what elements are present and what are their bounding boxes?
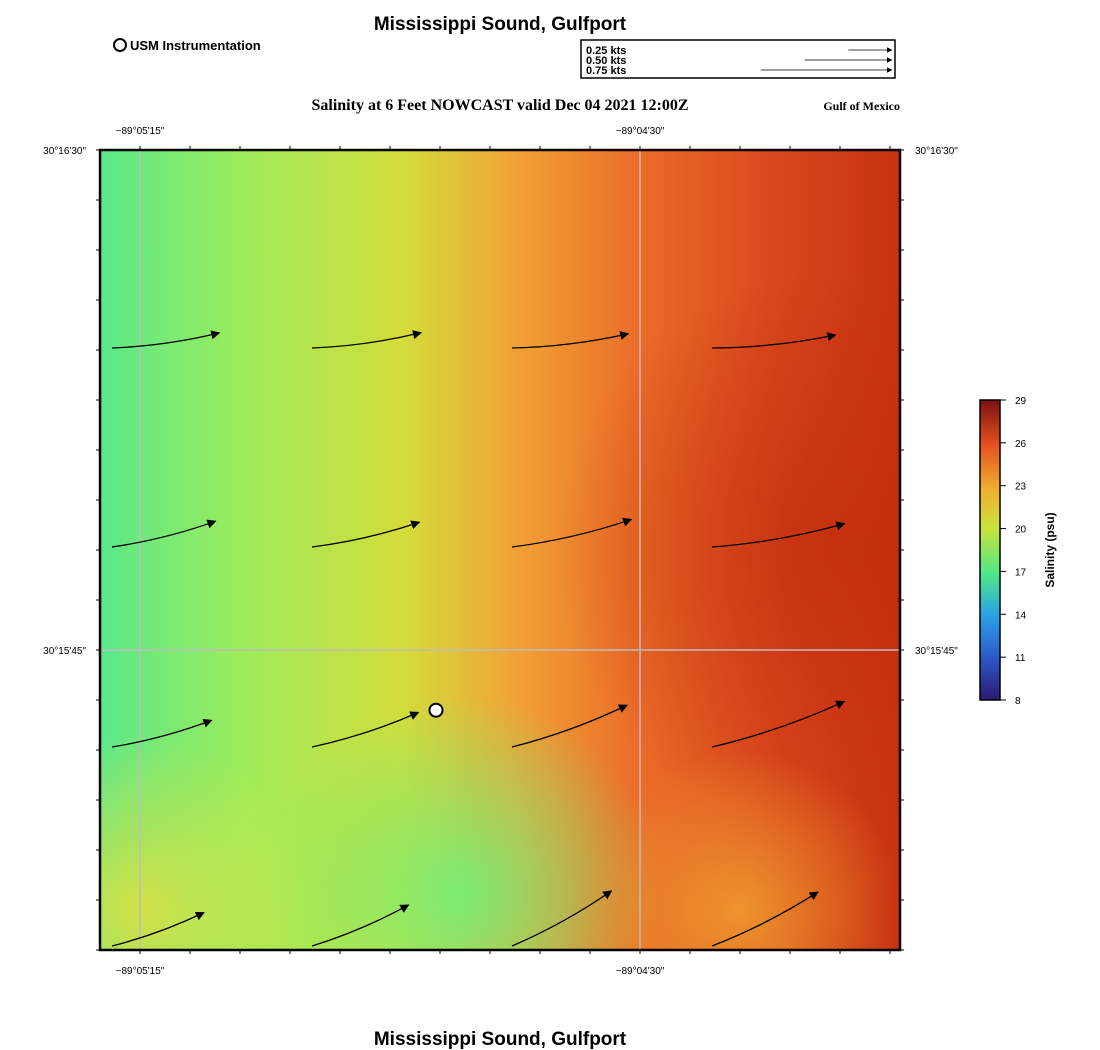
colorbar-gradient (979, 399, 1001, 701)
lon-tick-bottom-1: −89°04'30" (616, 966, 665, 977)
colorbar-label: Salinity (psu) (1043, 512, 1057, 587)
current-vector-r2-c4 (711, 521, 846, 548)
vector-scale-label-1: 0.50 kts (586, 55, 626, 67)
frame-ticks (96, 146, 904, 954)
graticule (100, 150, 900, 950)
colorbar-ticks: 29 26 23 20 17 14 11 8 (1000, 396, 1027, 707)
current-vector-r2-c1 (111, 519, 217, 548)
current-vector-r1-c2 (311, 330, 423, 349)
current-vector-r1-c1 (111, 330, 221, 349)
axis-labels: −89°05'15" −89°04'30" −89°05'15" −89°04'… (43, 126, 958, 977)
colorbar: 29 26 23 20 17 14 11 8 Salinity (psu) (979, 396, 1057, 707)
colorbar-tick-label-6: 11 (1015, 653, 1026, 664)
region-label: Gulf of Mexico (823, 99, 900, 113)
usm-station-marker[interactable] (428, 702, 444, 718)
current-vector-r2-c3 (511, 517, 633, 548)
colorbar-tick-label-7: 8 (1015, 696, 1021, 707)
station-legend-marker-icon (113, 38, 127, 52)
current-vector-r4-c4 (711, 891, 819, 947)
current-vectors (111, 330, 846, 947)
current-vector-r3-c2 (311, 711, 420, 748)
colorbar-tick-label-5: 14 (1015, 610, 1027, 621)
colorbar-tick-label-0: 29 (1015, 396, 1027, 407)
current-vector-r3-c1 (111, 718, 213, 748)
salinity-field (100, 150, 900, 950)
current-vector-r1-c4 (711, 332, 837, 349)
lon-tick-top-1: −89°04'30" (616, 126, 665, 137)
vector-scale-label-0: 0.25 kts (586, 45, 626, 57)
current-vector-r3-c3 (511, 704, 628, 748)
current-vector-r4-c1 (111, 911, 205, 947)
lat-tick-left-1: 30°15'45" (43, 646, 86, 657)
colorbar-tick-label-3: 20 (1015, 525, 1027, 536)
lon-tick-top-0: −89°05'15" (116, 126, 165, 137)
colorbar-tick-label-2: 23 (1015, 482, 1027, 493)
current-vector-r2-c2 (311, 520, 421, 548)
vector-scale-label-2: 0.75 kts (586, 65, 626, 77)
vector-scale-legend: 0.25 kts 0.50 kts 0.75 kts (580, 39, 896, 79)
lat-tick-right-1: 30°15'45" (915, 646, 958, 657)
map-subtitle: Salinity at 6 Feet NOWCAST valid Dec 04 … (311, 97, 688, 114)
station-legend-label: USM Instrumentation (130, 38, 261, 53)
footer-title: Mississippi Sound, Gulfport (374, 1029, 627, 1050)
lat-tick-left-0: 30°16'30" (43, 146, 86, 157)
colorbar-tick-label-4: 17 (1015, 567, 1027, 578)
current-vector-r4-c3 (511, 890, 613, 947)
lat-tick-right-0: 30°16'30" (915, 146, 958, 157)
current-vector-r4-c2 (311, 904, 410, 947)
colorbar-tick-label-1: 26 (1015, 439, 1027, 450)
current-vector-r1-c3 (511, 331, 630, 349)
station-legend: USM Instrumentation (113, 38, 261, 53)
map-title: Mississippi Sound, Gulfport (374, 14, 627, 35)
lon-tick-bottom-0: −89°05'15" (116, 966, 165, 977)
current-vector-r3-c4 (711, 700, 846, 748)
